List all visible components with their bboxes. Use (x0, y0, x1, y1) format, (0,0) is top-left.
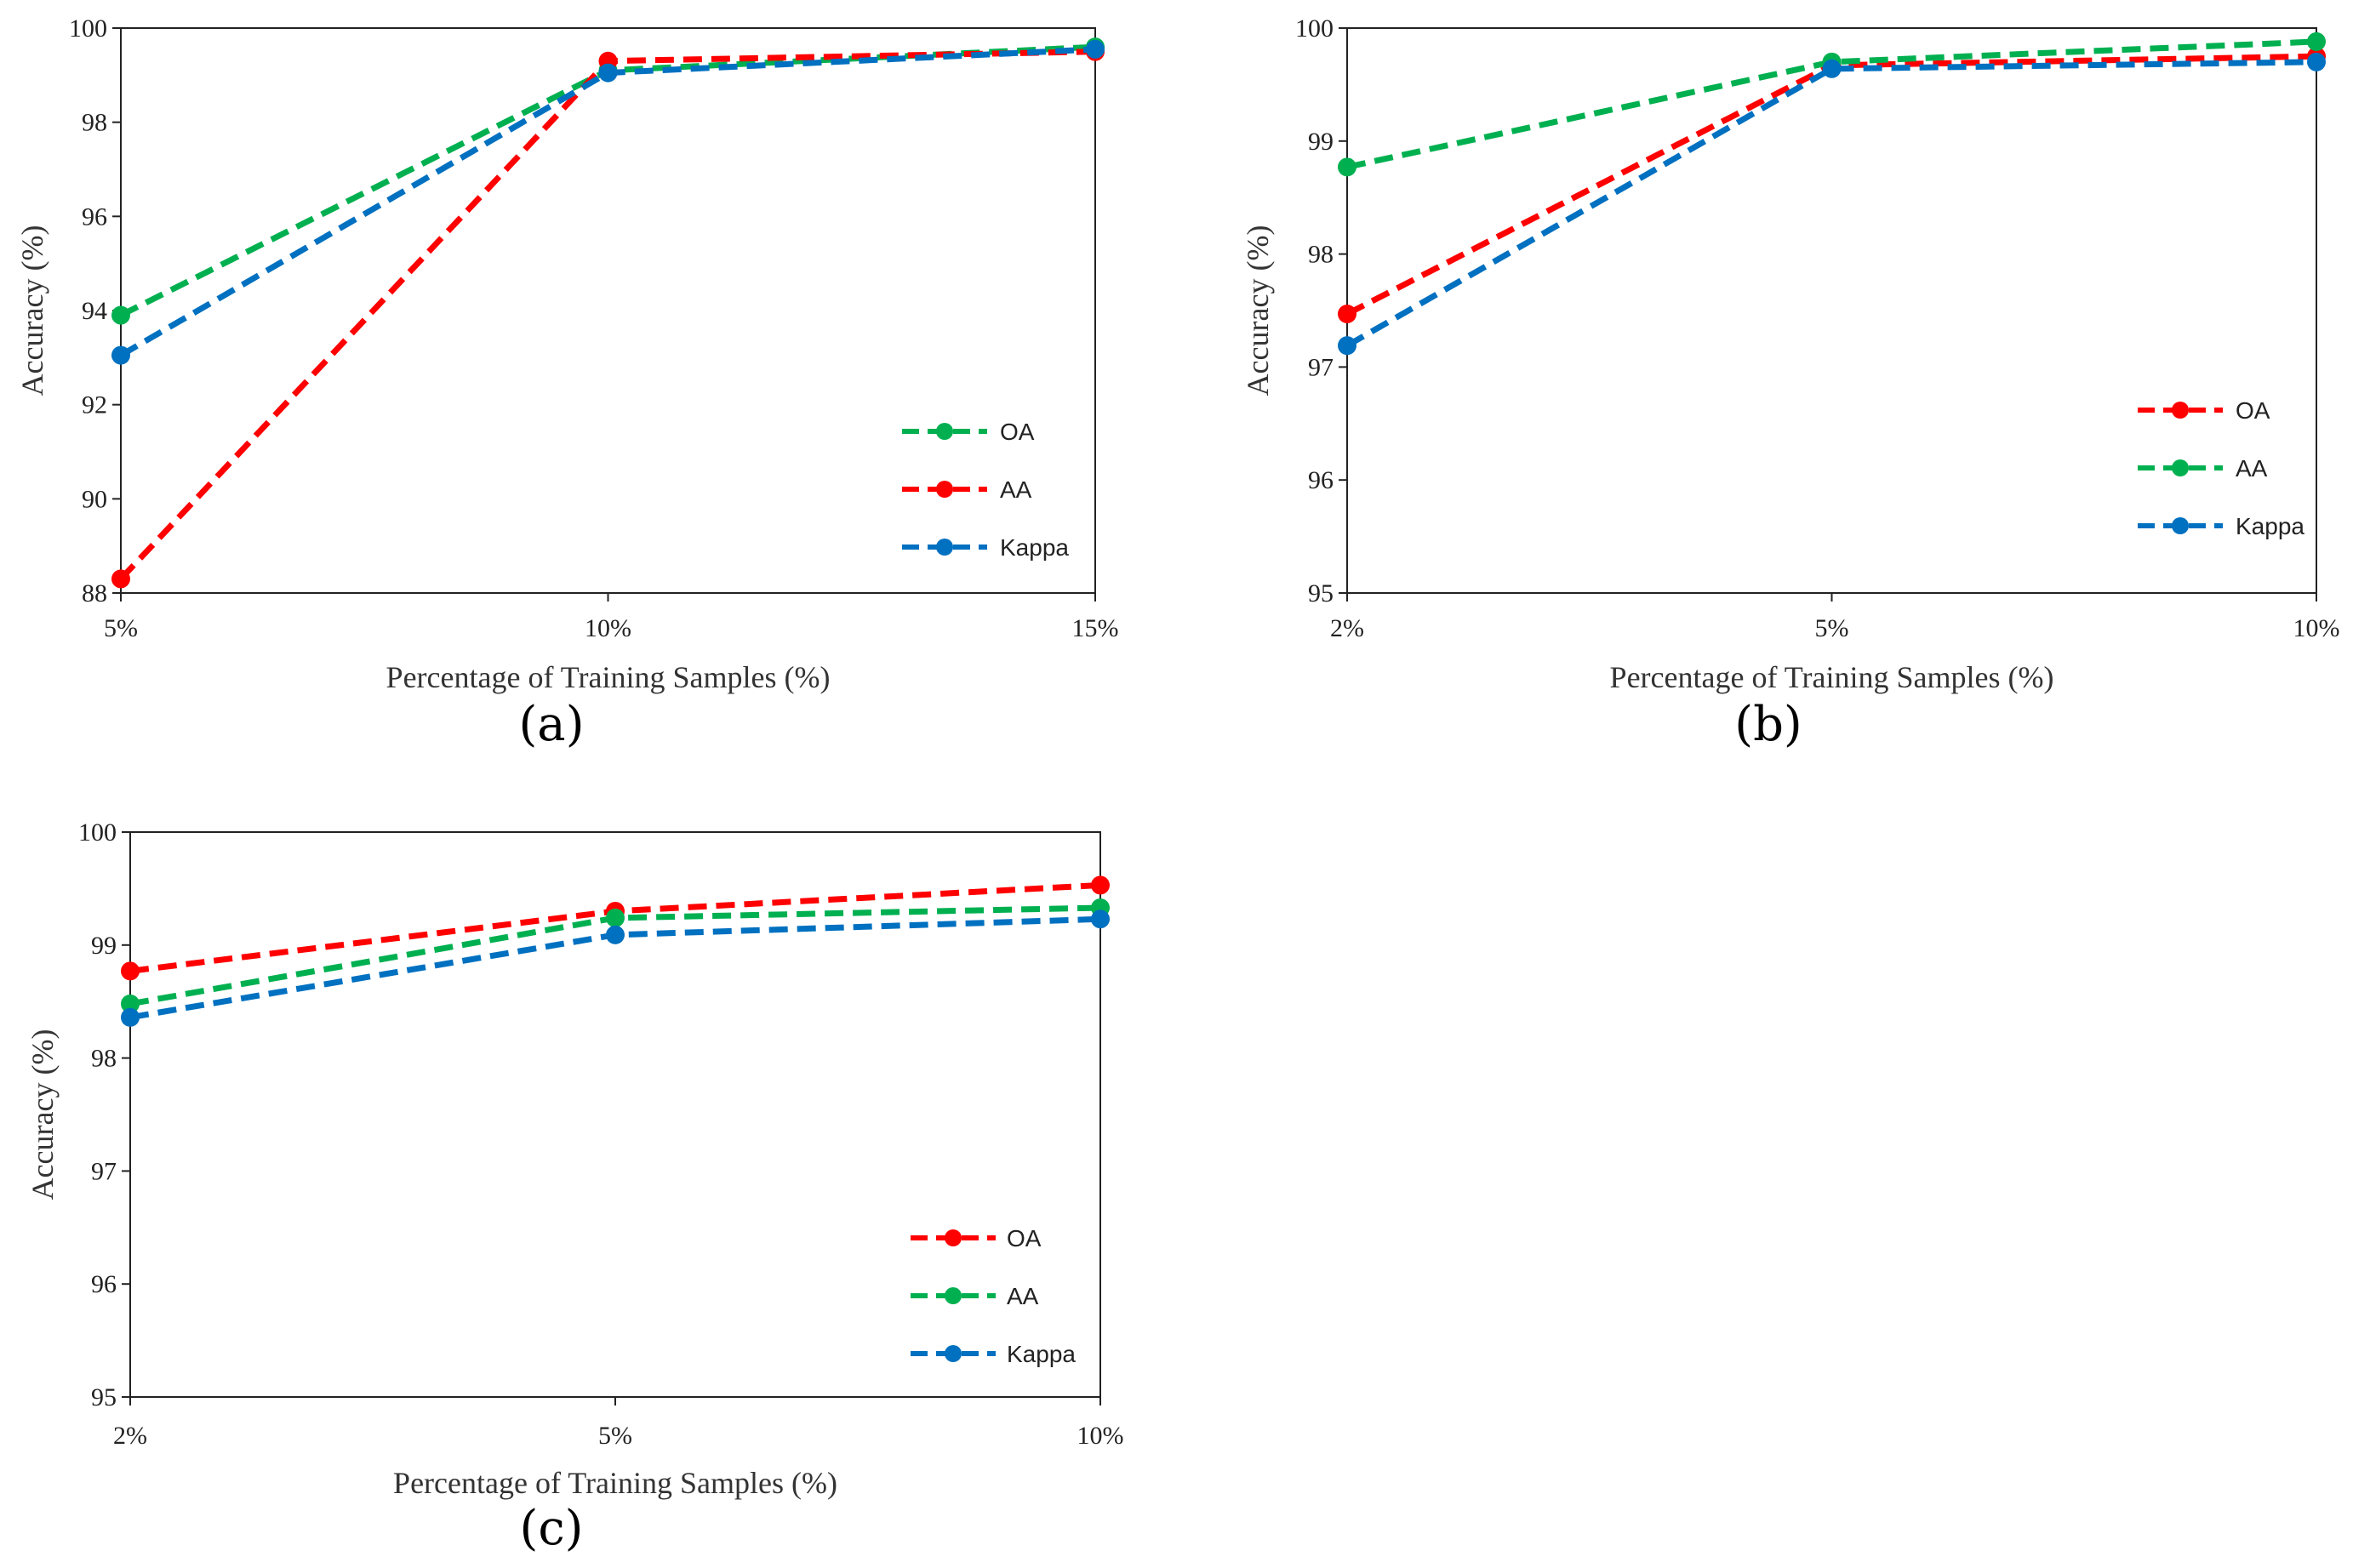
x-tick-label: 2% (113, 1422, 147, 1450)
x-tick-label: 5% (598, 1422, 632, 1450)
y-tick-label: 100 (69, 14, 107, 43)
series-line-oa (1345, 53, 2317, 317)
y-axis-label: Accuracy (%) (15, 225, 49, 396)
y-tick-label: 99 (91, 932, 117, 960)
y-tick-label: 97 (91, 1157, 117, 1185)
y-tick-label: 95 (1308, 579, 1334, 607)
data-point-oa (121, 961, 140, 981)
legend-label-oa: OA (2236, 397, 2270, 424)
legend: OA AA Kappa (911, 1225, 1076, 1367)
legend-marker-oa (936, 423, 953, 440)
series-line-kappa (119, 46, 1096, 358)
y-tick-label: 90 (82, 485, 107, 513)
legend-label-kappa: Kappa (1000, 534, 1069, 561)
legend-marker-oa (945, 1229, 962, 1246)
y-tick-label: 98 (1308, 241, 1334, 269)
y-tick-label: 96 (82, 202, 107, 231)
y-tick-label: 98 (91, 1045, 117, 1073)
data-point-oa (1091, 875, 1110, 895)
y-tick-label: 99 (1308, 128, 1334, 156)
y-tick-label: 92 (82, 391, 107, 419)
x-tick-label: 2% (1330, 614, 1364, 642)
x-axis-label: Percentage of Training Samples (%) (1610, 660, 2054, 694)
legend-marker-kappa (945, 1345, 962, 1362)
data-point-kappa (111, 345, 130, 365)
data-point-kappa (606, 925, 625, 944)
legend-marker-aa (936, 481, 953, 498)
data-point-kappa (1086, 39, 1105, 59)
data-point-aa (1338, 157, 1356, 177)
legend: OA AA Kappa (2138, 397, 2304, 539)
chart-panel-c: 95 96 97 98 99 100 2% 5% 10% Percentage of Traini… (26, 818, 1124, 1556)
y-tick-label: 100 (1295, 14, 1334, 43)
panel-label: (c) (519, 1501, 583, 1556)
legend-label-oa: OA (1007, 1225, 1042, 1252)
y-tick-label: 95 (91, 1383, 117, 1411)
chart-panel-b: 95 96 97 98 99 100 2% 5% 10% Percentage of Traini… (1241, 14, 2340, 752)
y-tick-label: 96 (1308, 466, 1334, 494)
data-point-oa (111, 305, 130, 325)
legend-marker-aa (945, 1287, 962, 1304)
data-point-aa (111, 569, 130, 589)
legend-label-oa: OA (1000, 419, 1035, 445)
legend-label-aa: AA (1000, 476, 1032, 503)
y-axis-label: Accuracy (%) (1241, 225, 1275, 396)
panel-label: (a) (518, 697, 584, 752)
y-tick-label: 96 (91, 1270, 117, 1298)
data-point-kappa (1338, 336, 1356, 356)
series-line-kappa (1345, 59, 2317, 349)
data-point-kappa (598, 63, 618, 83)
x-tick-label: 15% (1072, 614, 1119, 642)
legend-label-aa: AA (1007, 1283, 1039, 1309)
legend-label-kappa: Kappa (2236, 513, 2304, 539)
series-line-aa (118, 48, 1096, 581)
data-point-aa (2307, 31, 2326, 51)
x-axis-label: Percentage of Training Samples (%) (393, 1466, 837, 1500)
data-point-oa (1338, 304, 1356, 323)
legend-label-kappa: Kappa (1007, 1341, 1076, 1367)
data-point-aa (606, 908, 625, 927)
legend: OA AA Kappa (902, 419, 1069, 561)
panel-label: (b) (1734, 697, 1802, 752)
y-axis-label: Accuracy (%) (26, 1029, 60, 1200)
data-point-aa (121, 994, 140, 1013)
plot-area-border (1346, 27, 2317, 594)
legend-label-aa: AA (2236, 455, 2268, 482)
x-tick-label: 10% (585, 614, 631, 642)
data-point-kappa (1091, 909, 1110, 929)
legend-marker-kappa (2172, 517, 2189, 534)
y-tick-label: 97 (1308, 353, 1334, 381)
x-axis-label: Percentage of Training Samples (%) (386, 660, 831, 694)
legend-marker-kappa (936, 539, 953, 556)
x-tick-label: 5% (1815, 614, 1849, 642)
x-tick-label: 5% (104, 614, 138, 642)
x-tick-label: 10% (2293, 614, 2340, 642)
y-tick-label: 100 (78, 818, 117, 847)
series-line-oa (119, 43, 1096, 318)
data-point-kappa (1822, 59, 1842, 78)
plot-area-border (120, 27, 1096, 594)
x-tick-label: 10% (1077, 1422, 1124, 1450)
chart-panel-a: 88 90 92 94 96 98 100 5% 10% 15% Percentage of Tra… (15, 14, 1119, 752)
y-tick-label: 98 (82, 109, 107, 137)
y-tick-label: 88 (82, 579, 107, 607)
y-tick-label: 94 (82, 297, 107, 325)
legend-marker-aa (2172, 459, 2189, 476)
data-point-kappa (2307, 52, 2326, 71)
legend-marker-oa (2172, 402, 2189, 419)
data-point-kappa (121, 1007, 140, 1027)
